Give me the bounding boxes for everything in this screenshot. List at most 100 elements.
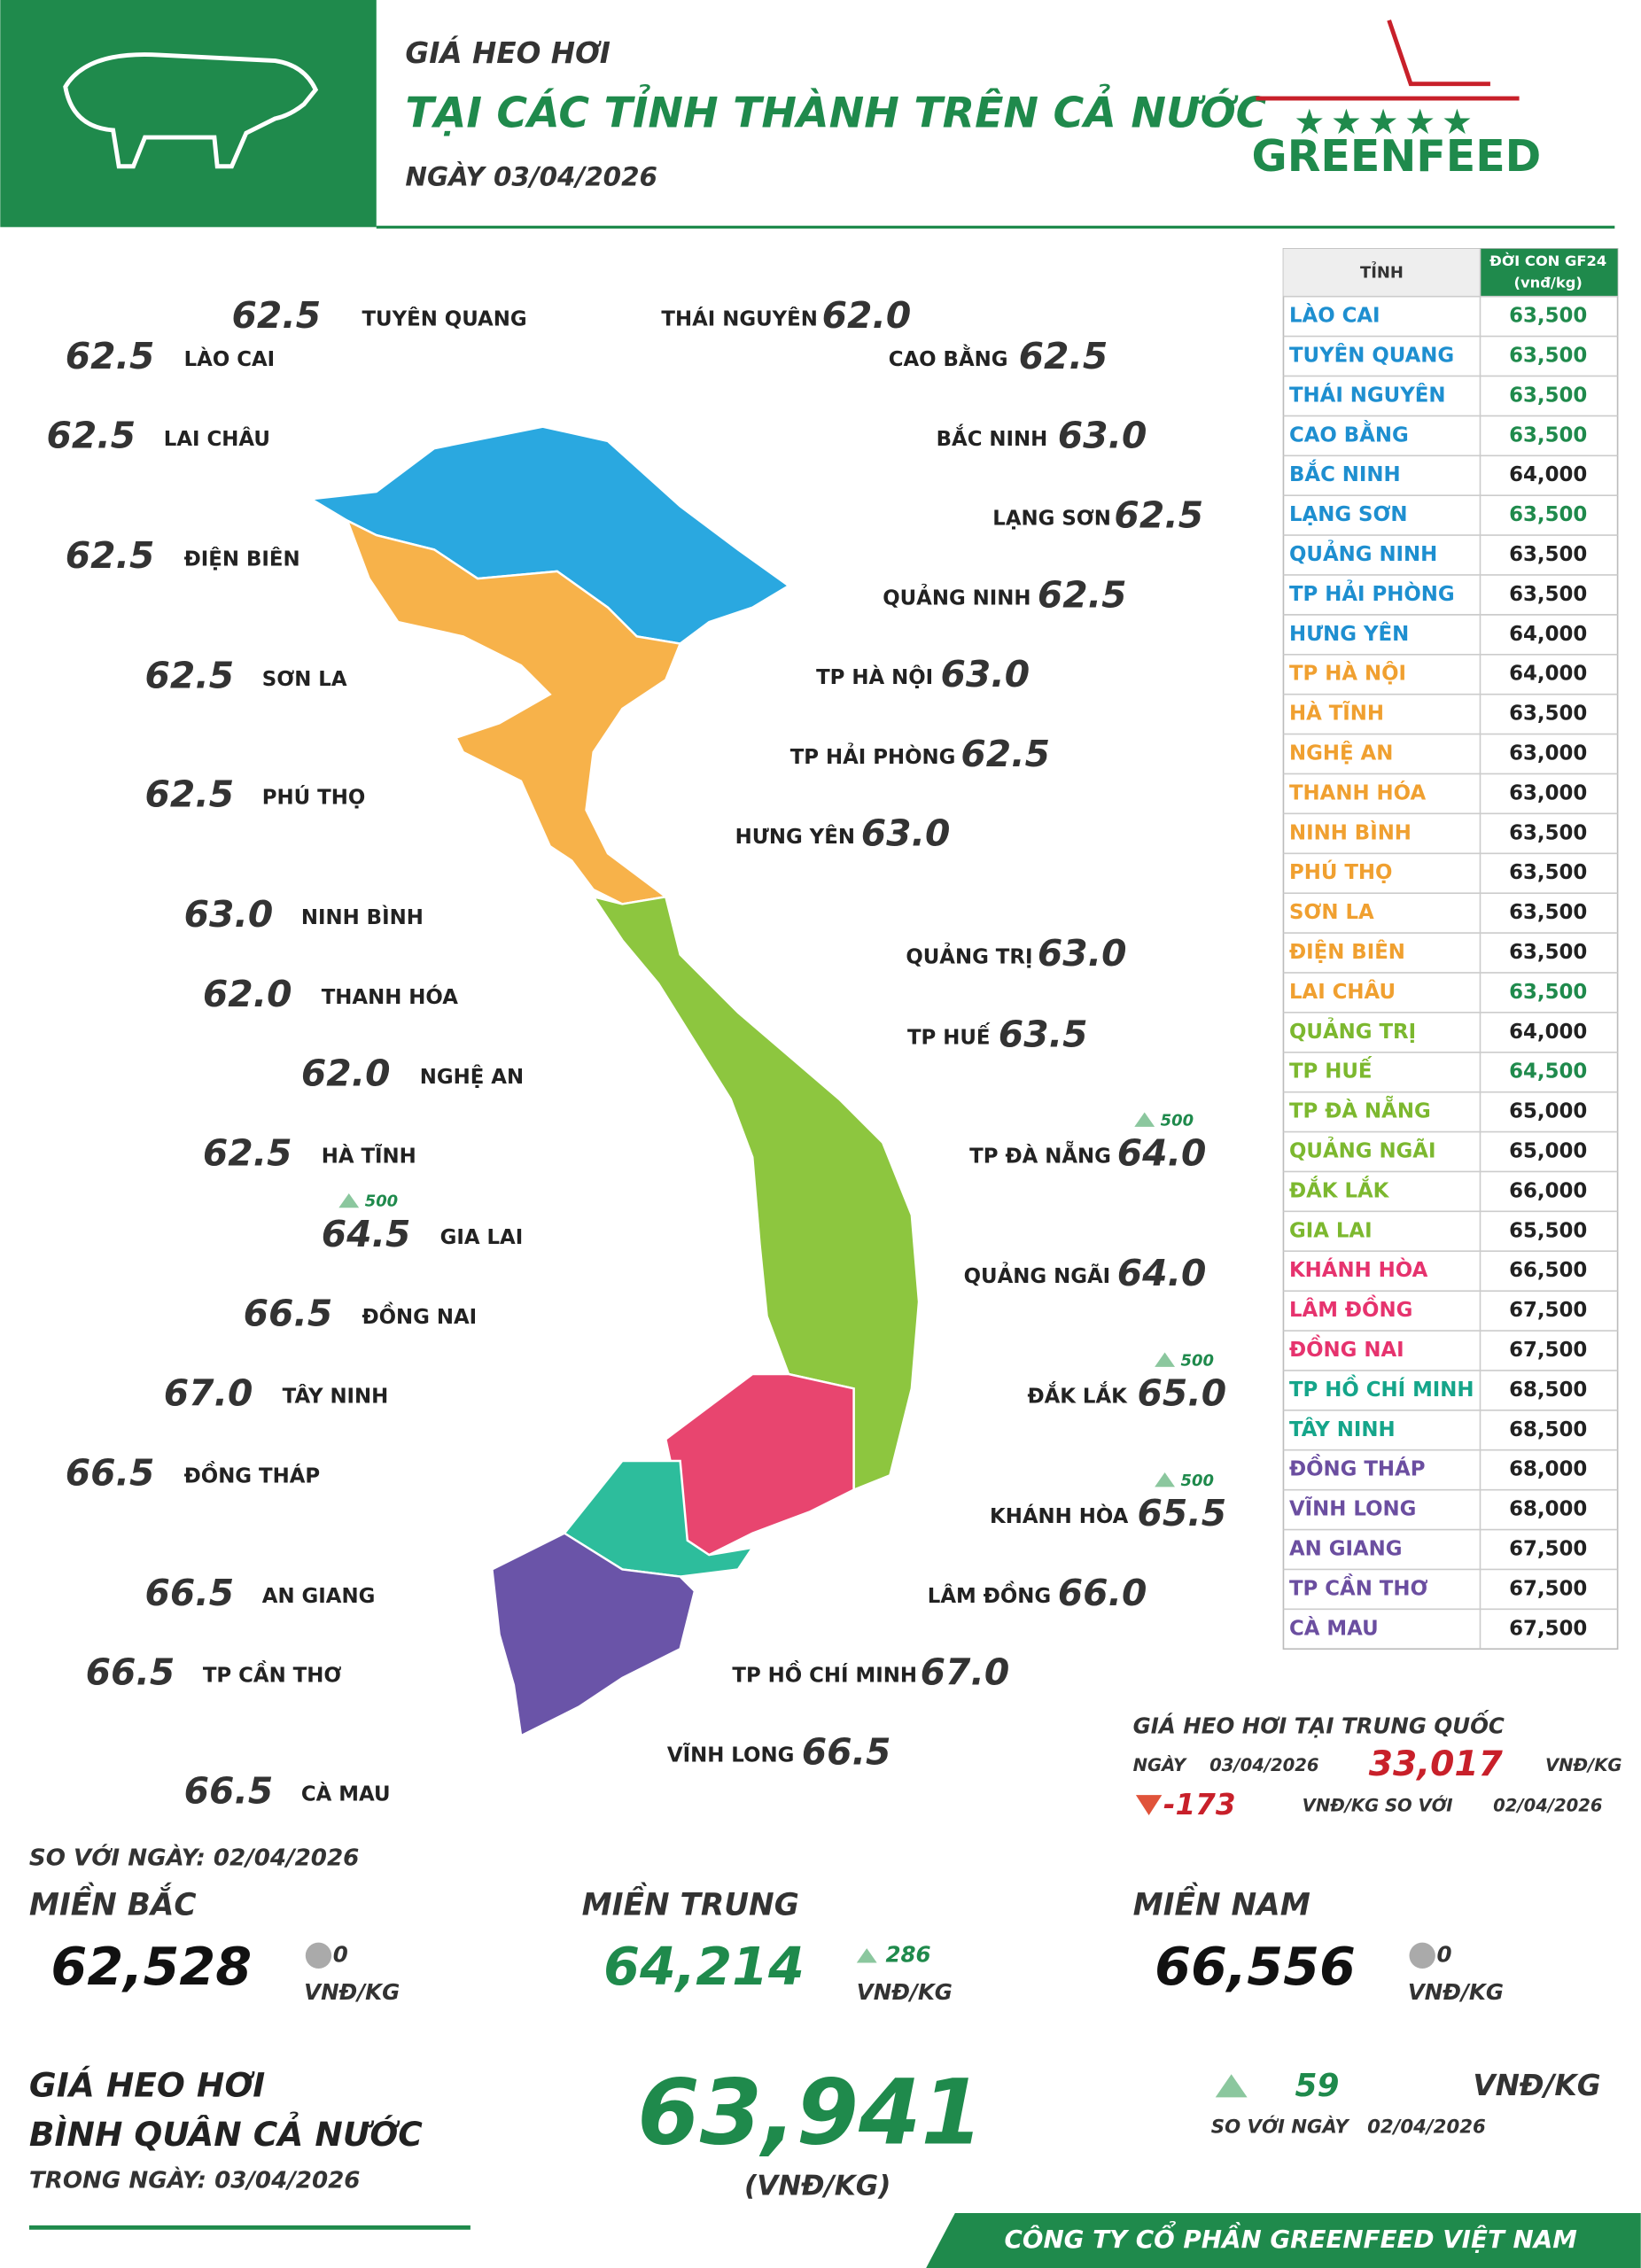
map-name: TP CẦN THƠ [203,1661,341,1688]
average-line: TRONG NGÀY: 03/04/2026 [29,2166,361,2194]
map-name: CÀ MAU [301,1782,391,1806]
gf24-price: 64,000 [1509,1021,1587,1044]
province: TP HẢI PHÒNG [1289,579,1455,606]
map-name: THANH HÓA [322,984,458,1009]
title: TẠI CÁC TỈNH THÀNH TRÊN CẢ NƯỚC [405,83,1266,138]
svg-text:★★★★★: ★★★★★ [1294,103,1478,143]
china-change-unit: VNĐ/KG SO VỚI [1303,1795,1453,1816]
region-unit: VNĐ/KG [304,1979,400,2005]
map-price: 66.0 [1058,1572,1147,1614]
map-price: 63.0 [1058,415,1147,457]
regions-compare: SO VỚI NGÀY: 02/04/2026 [29,1843,359,1871]
province: QUẢNG NGÃI [1289,1136,1436,1162]
map-price: 62.5 [960,733,1050,775]
map-name: TUYÊN QUANG [362,306,526,330]
gf24-price: 67,500 [1509,1299,1587,1322]
map-price: 62.5 [66,534,155,577]
map-name: ĐỒNG THÁP [184,1460,321,1487]
up-icon [1155,1472,1175,1487]
map-name: TP HỒ CHÍ MINH [732,1660,917,1688]
map-name: KHÁNH HÒA [990,1503,1129,1528]
gf24-price: 63,500 [1509,423,1587,447]
table-header: ĐỜI CON GF24 [1489,252,1606,269]
province: PHÚ THỌ [1289,859,1392,884]
gf24-price: 68,500 [1509,1379,1587,1402]
china-panel: GIÁ HEO HƠI TẠI TRUNG QUỐC NGÀY 03/04/20… [1133,1709,1622,1821]
gf24-price: 65,000 [1509,1100,1587,1123]
map-name: LẠNG SƠN [992,508,1111,531]
gf24-price: 63,500 [1509,821,1587,844]
map-price: 63.0 [1038,932,1127,975]
province: QUẢNG TRỊ [1289,1017,1416,1044]
gf24-price: 63,000 [1509,742,1587,765]
gf24-price: 65,500 [1509,1219,1587,1242]
gf24-price: 63,500 [1509,503,1587,526]
region-unit: VNĐ/KG [857,1979,953,2005]
province: KHÁNH HÒA [1289,1257,1428,1282]
province: LÂM ĐỒNG [1289,1294,1412,1322]
map-change: 500 [1181,1472,1214,1490]
map-price: 65.0 [1138,1372,1227,1415]
header-band [0,0,377,228]
province: AN GIANG [1289,1537,1403,1560]
china-compare-date: 02/04/2026 [1493,1796,1602,1816]
province: BẮC NINH [1289,459,1401,486]
map-price: 63.5 [999,1014,1088,1056]
map-name: GIA LAI [440,1226,524,1249]
china-unit: VNĐ/KG [1545,1755,1622,1775]
province: NINH BÌNH [1289,819,1412,844]
region-unit: VNĐ/KG [1408,1979,1504,2005]
province: NGHỆ AN [1289,741,1393,765]
average-unit: (VNĐ/KG) [744,2171,890,2202]
map-name: BẮC NINH [937,423,1048,451]
date: NGÀY 03/04/2026 [405,160,657,191]
map-name: TP ĐÀ NẴNG [969,1141,1111,1169]
province: QUẢNG NINH [1289,540,1437,566]
map-name: LÂM ĐỒNG [928,1581,1051,1608]
map-name: NGHỆ AN [420,1064,524,1089]
average-price: 63,941 [637,2061,984,2165]
map-price: 66.5 [86,1651,175,1694]
average-compare-date: 02/04/2026 [1367,2117,1486,2139]
down-icon [1135,1795,1163,1815]
china-date-label: NGÀY [1133,1755,1187,1775]
china-price: 33,017 [1369,1744,1504,1784]
map-price: 63.0 [184,893,274,936]
map-name: PHÚ THỌ [262,785,365,810]
map-name: TP HÀ NỘI [816,664,933,689]
gf24-price: 64,000 [1509,663,1587,686]
map-change: 500 [1181,1351,1214,1370]
map-name: ĐỒNG NAI [362,1301,477,1329]
gf24-price: 67,500 [1509,1339,1587,1362]
province: ĐỒNG THÁP [1289,1454,1426,1481]
province: ĐỒNG NAI [1289,1334,1404,1362]
average-change-unit: VNĐ/KG [1473,2069,1600,2102]
gf24-price: 63,500 [1509,543,1587,566]
map-name: NINH BÌNH [301,905,424,929]
map-price: 62.5 [47,415,136,457]
gf24-price: 63,500 [1509,901,1587,924]
province: TP CẦN THƠ [1289,1573,1427,1600]
map-price: 62.5 [203,1131,292,1174]
price-table: TỈNH ĐỜI CON GF24 (vnđ/kg) LÀO CAI 63,500… [1282,247,1619,1651]
map-name: ĐẮK LẮK [1027,1381,1128,1409]
map-name: ĐIỆN BIÊN [184,546,300,571]
map-name: TÂY NINH [283,1384,389,1409]
region-name: MIỀN TRUNG [582,1883,799,1922]
map-price: 66.5 [66,1451,155,1494]
map-change: 500 [1161,1111,1194,1130]
map-price: 65.5 [1138,1492,1227,1534]
map-price: 62.5 [232,294,322,337]
up-icon [338,1192,360,1208]
province: SƠN LA [1289,901,1374,924]
province: TUYÊN QUANG [1289,343,1454,368]
province: HƯNG YÊN [1289,621,1409,646]
table-header: TỈNH [1360,262,1404,283]
footer: CÔNG TY CỔ PHẦN GREENFEED VIỆT NAM [1005,2218,1578,2254]
map-price: 64.0 [1117,1131,1207,1174]
up-icon [1155,1352,1175,1367]
table-header: (vnđ/kg) [1514,275,1583,291]
up-icon [1215,2074,1248,2098]
gf24-price: 63,500 [1509,583,1587,606]
